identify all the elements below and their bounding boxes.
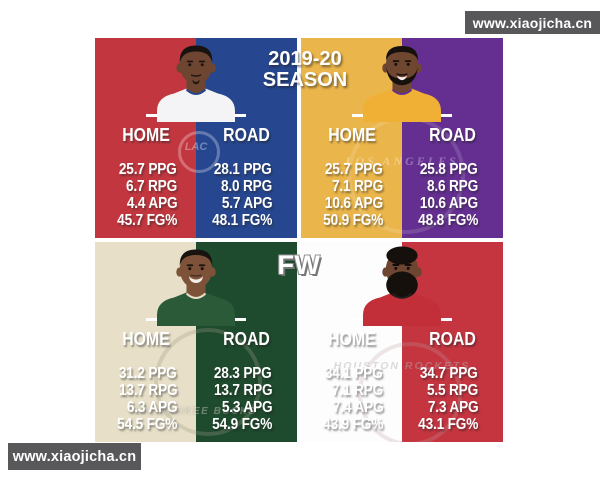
home-column-label: HOME [121, 125, 170, 145]
stat-road-apg: 5.7 APG [221, 195, 272, 212]
stat-road-ppg: 25.8 PPG [420, 161, 478, 178]
stats-table: 25.7 PPG 28.1 PPG 6.7 RPG 8.0 RPG 4.4 AP… [95, 161, 297, 229]
player-photo-lebron-james [363, 46, 441, 122]
panel-james-harden-rockets: HOUSTON ROCKETS HOME ROAD [301, 242, 503, 442]
stat-road-rpg: 5.5 RPG [426, 382, 478, 399]
stat-road-apg: 10.6 APG [420, 195, 478, 212]
stat-home-ppg: 25.7 PPG [119, 161, 177, 178]
stat-road-ppg: 28.1 PPG [214, 161, 272, 178]
stat-home-fgp: 45.7 FG% [116, 212, 177, 229]
road-column-label: ROAD [223, 329, 270, 349]
stat-home-apg: 7.4 APG [332, 399, 383, 416]
road-column-label: ROAD [223, 125, 270, 145]
home-column-label: HOME [327, 125, 376, 145]
home-column-label: HOME [327, 329, 376, 349]
quadrant-grid: LAC HOME ROAD [95, 38, 503, 442]
fw-logo-watermark: FW [277, 250, 321, 280]
stats-table: 34.1 PPG 34.7 PPG 7.1 RPG 5.5 RPG 7.4 AP… [301, 365, 503, 433]
stat-home-ppg: 25.7 PPG [325, 161, 383, 178]
stat-home-rpg: 13.7 RPG [118, 382, 178, 399]
player-photo-kawhi-leonard [157, 45, 235, 122]
stat-road-fgp: 54.9 FG% [211, 416, 272, 433]
stat-home-apg: 10.6 APG [325, 195, 383, 212]
player-photo-giannis-antetokounmpo [157, 249, 235, 326]
home-column-label: HOME [121, 329, 170, 349]
stat-home-apg: 6.3 APG [126, 399, 177, 416]
stat-row-fgp: 43.9 FG% 43.1 FG% [301, 416, 503, 433]
panel-giannis-antetokounmpo-bucks: MILWAUKEE BUCKS HOME ROAD [95, 242, 297, 442]
season-title: 2019-20 SEASON [263, 49, 347, 91]
stat-road-ppg: 28.3 PPG [214, 365, 272, 382]
stat-road-ppg: 34.7 PPG [420, 365, 478, 382]
panel-kawhi-leonard-clippers: LAC HOME ROAD [95, 38, 297, 238]
site-url-text: www.xiaojicha.cn [472, 14, 593, 31]
stat-home-fgp: 54.5 FG% [116, 416, 177, 433]
season-title-line1: 2019-20 [268, 48, 342, 70]
player-photo-james-harden [363, 246, 441, 326]
site-url-text: www.xiaojicha.cn [12, 448, 137, 465]
stat-row-fgp: 45.7 FG% 48.1 FG% [95, 212, 297, 229]
stat-row-apg: 10.6 APG 10.6 APG [301, 195, 503, 212]
stat-row-fgp: 50.9 FG% 48.8 FG% [301, 212, 503, 229]
road-column-label: ROAD [429, 329, 476, 349]
stat-road-fgp: 43.1 FG% [417, 416, 478, 433]
stat-home-ppg: 31.2 PPG [119, 365, 177, 382]
stat-row-apg: 4.4 APG 5.7 APG [95, 195, 297, 212]
stat-road-fgp: 48.1 FG% [211, 212, 272, 229]
stat-row-rpg: 6.7 RPG 8.0 RPG [95, 178, 297, 195]
stat-road-rpg: 8.0 RPG [220, 178, 272, 195]
stat-row-ppg: 34.1 PPG 34.7 PPG [301, 365, 503, 382]
stat-row-rpg: 7.1 RPG 5.5 RPG [301, 382, 503, 399]
stat-road-fgp: 48.8 FG% [417, 212, 478, 229]
site-watermark-top: www.xiaojicha.cn [465, 11, 600, 34]
stats-table: 25.7 PPG 25.8 PPG 7.1 RPG 8.6 RPG 10.6 A… [301, 161, 503, 229]
stat-row-apg: 7.4 APG 7.3 APG [301, 399, 503, 416]
stat-road-apg: 7.3 APG [427, 399, 478, 416]
stat-row-apg: 6.3 APG 5.3 APG [95, 399, 297, 416]
stat-home-rpg: 7.1 RPG [331, 382, 383, 399]
stat-road-apg: 5.3 APG [221, 399, 272, 416]
stat-home-fgp: 43.9 FG% [322, 416, 383, 433]
stat-home-ppg: 34.1 PPG [325, 365, 383, 382]
road-column-label: ROAD [429, 125, 476, 145]
stat-row-rpg: 7.1 RPG 8.6 RPG [301, 178, 503, 195]
site-watermark-bottom: www.xiaojicha.cn [8, 443, 141, 470]
stat-row-fgp: 54.5 FG% 54.9 FG% [95, 416, 297, 433]
stat-home-fgp: 50.9 FG% [322, 212, 383, 229]
stat-row-ppg: 31.2 PPG 28.3 PPG [95, 365, 297, 382]
stat-home-rpg: 7.1 RPG [331, 178, 383, 195]
stat-home-rpg: 6.7 RPG [125, 178, 177, 195]
stat-row-ppg: 25.7 PPG 25.8 PPG [301, 161, 503, 178]
stat-home-apg: 4.4 APG [126, 195, 177, 212]
stat-row-rpg: 13.7 RPG 13.7 RPG [95, 382, 297, 399]
stat-road-rpg: 8.6 RPG [426, 178, 478, 195]
stats-table: 31.2 PPG 28.3 PPG 13.7 RPG 13.7 RPG 6.3 … [95, 365, 297, 433]
stat-row-ppg: 25.7 PPG 28.1 PPG [95, 161, 297, 178]
season-title-line2: SEASON [262, 69, 348, 91]
stat-road-rpg: 13.7 RPG [213, 382, 273, 399]
